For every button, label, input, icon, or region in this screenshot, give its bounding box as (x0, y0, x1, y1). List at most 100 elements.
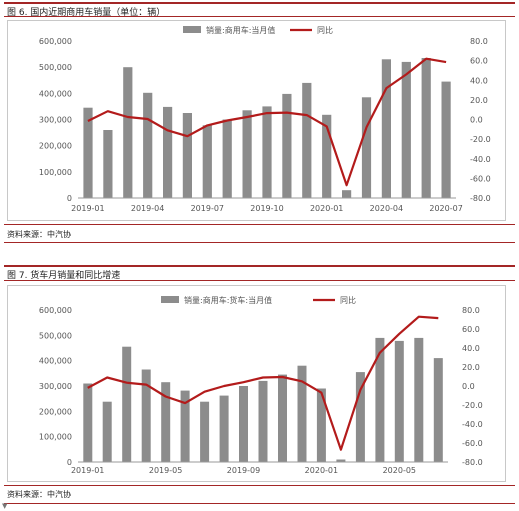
right-axis-tick-label: 80.0 (462, 306, 480, 315)
x-axis-tick-label: 2020-05 (383, 466, 416, 475)
figure-source-rule (4, 485, 515, 486)
bar (316, 388, 326, 462)
figure-6-chart: 0 100,000 200,000 300,000 400,000 500,000 600,… (39, 25, 491, 213)
right-axis-tick-label: -80.0 (462, 458, 483, 467)
bar (239, 386, 248, 462)
bar (258, 380, 268, 462)
figure-6-title: 图 6. 国内近期商用车销量（单位：辆） (7, 8, 166, 18)
bar (163, 106, 173, 198)
x-axis-tick-label: 2020-01 (305, 466, 338, 475)
bar (161, 382, 171, 462)
left-axis-tick-label: 100,000 (39, 433, 72, 442)
figure-source-rule (4, 224, 515, 225)
x-axis-tick-label: 2020-04 (370, 204, 403, 213)
figure-title-rule (4, 280, 515, 281)
x-axis-tick-label: 2020-07 (429, 204, 462, 213)
figure-title-rule (4, 16, 515, 17)
bar (282, 93, 292, 198)
bar (123, 67, 133, 198)
right-axis-tick-label: -20.0 (462, 401, 483, 410)
right-axis-tick-label: -40.0 (470, 155, 491, 164)
left-axis-tick-label: 0 (67, 458, 72, 467)
bar (421, 58, 431, 198)
right-axis-tick-label: 80.0 (470, 37, 488, 46)
x-axis-tick-label: 2019-01 (71, 204, 104, 213)
x-axis-tick-label: 2019-05 (149, 466, 182, 475)
left-axis-tick-label: 200,000 (39, 142, 72, 151)
legend-bar-label: 销量:商用车:货车:当月值 (184, 295, 272, 305)
left-axis-tick-label: 0 (67, 194, 72, 203)
right-axis-tick-label: 40.0 (470, 76, 488, 85)
bar (143, 92, 153, 198)
right-axis-tick-label: -20.0 (470, 135, 491, 144)
figure-top-rule (4, 265, 515, 267)
bar (83, 383, 93, 462)
figure-bottom-rule (4, 242, 515, 243)
left-axis-tick-label: 600,000 (39, 306, 72, 315)
legend-bar-label: 销量:商用车:当月值 (206, 25, 275, 35)
figure-7-source: 资料来源：中汽协 (7, 490, 71, 499)
bar (342, 190, 352, 198)
bar (336, 459, 346, 462)
figure-6-source: 资料来源：中汽协 (7, 230, 71, 239)
right-axis-tick-label: 40.0 (462, 344, 480, 353)
bar (278, 374, 287, 462)
bar (200, 401, 210, 462)
bar (441, 81, 451, 198)
left-axis-tick-label: 500,000 (39, 331, 72, 340)
left-axis-tick-label: 500,000 (39, 63, 72, 72)
x-axis-tick-label: 2019-10 (250, 204, 283, 213)
figure-7-chart-box: 0 100,000 200,000 300,000 400,000 500,000 600,… (7, 285, 506, 482)
legend-line-label: 同比 (340, 295, 356, 305)
x-axis-tick-label: 2019-07 (191, 204, 224, 213)
bar (262, 106, 272, 198)
figure-7-title: 图 7. 货车月销量和同比增速 (7, 271, 121, 281)
line-series (87, 315, 439, 451)
left-axis-tick-label: 400,000 (39, 357, 72, 366)
bar (242, 110, 252, 198)
figure-top-rule (4, 2, 515, 4)
bar (122, 346, 132, 462)
right-axis-tick-label: -60.0 (462, 439, 483, 448)
x-axis-tick-label: 2019-01 (71, 466, 104, 475)
bar (202, 125, 212, 198)
x-axis-tick-label: 2019-09 (227, 466, 260, 475)
x-axis-tick-label: 2019-04 (131, 204, 164, 213)
right-axis-tick-label: -80.0 (470, 194, 491, 203)
bar (394, 340, 404, 462)
right-axis-tick-label: 0.0 (470, 116, 483, 125)
bar (182, 113, 192, 198)
bar (433, 358, 443, 462)
bar (401, 61, 411, 199)
figure-6-chart-box: 0 100,000 200,000 300,000 400,000 500,000 600,… (7, 20, 506, 221)
bar (375, 337, 385, 462)
x-axis-tick-label: 2020-01 (310, 204, 343, 213)
bar (361, 97, 372, 198)
right-axis-tick-label: 60.0 (470, 57, 488, 66)
legend-bar-swatch (161, 296, 179, 303)
bar (355, 372, 365, 462)
bar (302, 82, 312, 198)
bar (103, 130, 113, 198)
right-axis-tick-label: 20.0 (470, 96, 488, 105)
bar (322, 114, 332, 198)
right-axis-tick-label: -40.0 (462, 420, 483, 429)
legend-bar-swatch (183, 26, 201, 33)
left-axis-tick-label: 200,000 (39, 407, 72, 416)
bar (141, 369, 151, 462)
bar (297, 365, 307, 462)
bar (381, 59, 391, 198)
figure-7-chart: 0 100,000 200,000 300,000 400,000 500,000 600,… (39, 295, 483, 475)
line-series (87, 57, 447, 187)
bar (102, 401, 112, 462)
left-axis-tick-label: 400,000 (39, 89, 72, 98)
right-axis-tick-label: 60.0 (462, 325, 480, 334)
bar (83, 107, 93, 198)
right-axis-tick-label: 20.0 (462, 363, 480, 372)
bar (180, 390, 190, 462)
right-axis-tick-label: -60.0 (470, 174, 491, 183)
bar (219, 395, 229, 462)
right-axis-tick-label: 0.0 (462, 382, 475, 391)
left-axis-tick-label: 300,000 (39, 382, 72, 391)
left-axis-tick-label: 600,000 (39, 37, 72, 46)
